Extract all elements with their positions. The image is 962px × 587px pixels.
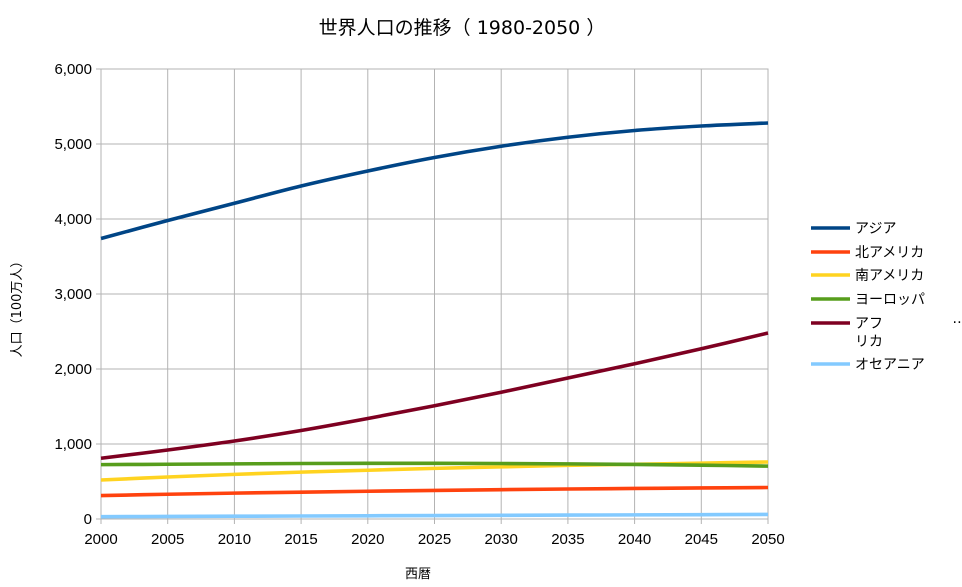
legend-label-1: 北アメリカ [855,245,924,261]
series-line-3 [100,461,769,468]
y-tick-label: 2,000 [54,361,92,378]
x-axis-title: 西暦 [405,567,431,582]
legend-label-3: ヨーロッパ [855,292,925,308]
x-tick-label: 2005 [151,531,184,548]
x-axis-ticks: 2000 2005 2010 2015 2020 2025 2030 2035 2040 2045… [84,519,785,548]
y-tick-label: 3,000 [54,286,92,303]
series-line-1 [100,485,769,498]
x-tick-label: 2000 [84,531,117,548]
chart-title: 世界人口の推移（ 1980-2050 ） [319,17,606,39]
x-tick-label: 2050 [751,531,784,548]
x-tick-label: 2040 [618,531,651,548]
y-tick-label: 4,000 [54,211,92,228]
y-axis-ticks: 0 1,000 2,000 3,000 4,000 5,000 6,000 [54,61,101,528]
x-tick-label: 2010 [218,531,251,548]
x-tick-label: 2030 [485,531,518,548]
x-tick-label: 2045 [685,531,718,548]
legend-label-2: 南アメリカ [855,268,924,284]
legend-label-4: アフリカ [855,316,883,350]
legend-label-5: オセアニア [855,357,925,373]
legend-label-line: リカ [855,334,883,350]
series-line-5 [100,512,769,519]
legend-label-0: アジア [855,221,896,237]
y-tick-label: 1,000 [54,436,92,453]
x-tick-label: 2025 [418,531,451,548]
y-tick-label: 6,000 [54,61,92,78]
series-line-4 [100,331,769,461]
series-line-0 [100,121,769,241]
legend-label-line: アフ [855,316,883,332]
series-lines [100,121,769,519]
y-axis-title: 人口（100万人） [10,255,25,358]
legend-overflow-marker: ‥ [952,311,961,327]
gridlines [100,68,769,520]
y-tick-label: 5,000 [54,136,92,153]
y-tick-label: 0 [84,511,92,528]
x-tick-label: 2020 [351,531,384,548]
x-tick-label: 2035 [551,531,584,548]
x-tick-label: 2015 [284,531,317,548]
